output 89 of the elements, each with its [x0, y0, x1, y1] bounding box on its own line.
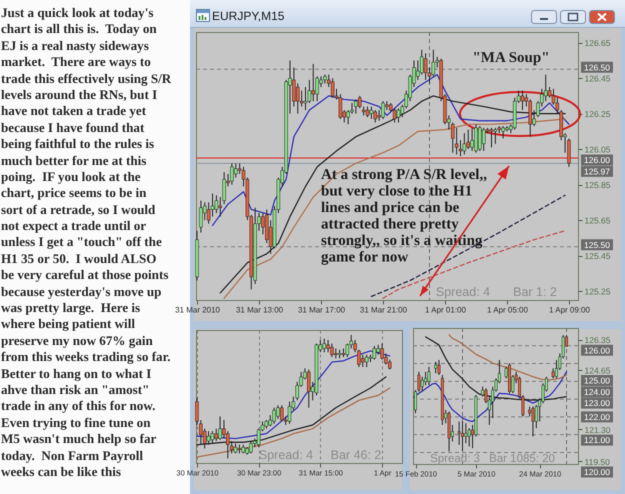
candlestick	[312, 63, 316, 102]
candlestick	[376, 344, 380, 356]
y-tick-label: 126.05	[584, 144, 611, 155]
candlestick	[427, 366, 430, 386]
candlestick	[380, 343, 384, 360]
y-tick-label: 126.35	[584, 335, 611, 346]
ref-line-label: 126.50	[584, 62, 610, 72]
ref-line-label: 121.00	[584, 435, 610, 446]
candlestick	[454, 127, 458, 155]
y-tick-label: 126.65	[584, 38, 611, 48]
candlestick	[552, 368, 555, 379]
x-tick-label: 1 Apr 05:00	[487, 306, 528, 314]
x-tick-label: 31 Mar 2010	[175, 306, 221, 314]
y-tick-label: 125.45	[584, 251, 611, 262]
candlestick	[218, 416, 222, 440]
candlestick	[392, 108, 396, 124]
candlestick	[374, 110, 377, 124]
candlestick	[334, 348, 338, 359]
candlestick	[464, 422, 468, 444]
y-tick-label: 121.30	[584, 424, 611, 435]
candlestick	[307, 368, 311, 408]
annotation: "MA Soup"	[472, 50, 550, 66]
annotation: Bar 1: 2	[513, 285, 557, 299]
candlestick	[482, 127, 486, 152]
candlestick	[370, 106, 374, 120]
candlestick	[214, 428, 218, 442]
y-tick-label: 126.25	[584, 109, 611, 120]
ref-line-label: 120.00	[584, 466, 610, 477]
ref-line-label: 122.00	[584, 412, 610, 422]
candlestick	[230, 162, 234, 186]
chart-title: EURJPY,M15	[212, 9, 284, 23]
line-series	[382, 230, 566, 299]
candlestick	[272, 407, 276, 424]
ref-line-label: 125.97	[584, 166, 610, 176]
candlestick	[396, 108, 400, 124]
ref-line-label: 125.50	[584, 240, 610, 250]
candlestick	[462, 132, 466, 155]
candlestick	[296, 82, 300, 114]
candlestick	[280, 404, 284, 422]
candlestick	[354, 98, 358, 114]
y-tick-label: 125.25	[584, 286, 611, 297]
candlestick	[330, 343, 334, 358]
candlestick	[326, 339, 330, 353]
ref-line-label: 124.00	[584, 386, 610, 397]
annotation: Spread: 4	[258, 448, 314, 462]
candlestick	[330, 78, 334, 98]
ref-line-label: 126.00	[584, 345, 610, 356]
candlestick	[501, 126, 505, 139]
annotation: Bar 46: 2	[330, 448, 382, 462]
candlestick	[372, 346, 376, 360]
candlestick	[381, 100, 385, 120]
y-tick-label: 124.65	[584, 365, 611, 376]
candlestick	[322, 338, 326, 353]
candlestick	[214, 194, 218, 214]
ref-line-label: 125.00	[584, 376, 610, 386]
ref-line-label: 123.00	[584, 398, 610, 408]
annotation: Bar 1085: 20	[489, 453, 555, 465]
candlestick	[520, 90, 524, 111]
y-tick-label: 125.85	[584, 180, 611, 190]
line-series	[448, 334, 568, 381]
candlestick	[199, 200, 203, 234]
line-series	[413, 371, 568, 422]
candlestick	[532, 406, 534, 437]
x-tick-label: 1 Apr 09:00	[549, 306, 590, 314]
y-tick-label: 126.45	[584, 74, 611, 84]
candlestick	[468, 428, 471, 447]
x-tick-label: 31 Mar 17:00	[298, 306, 346, 314]
x-tick-label: 1 Apr 01:00	[425, 306, 466, 314]
candlestick	[470, 127, 474, 152]
candlestick	[494, 127, 498, 144]
candlestick	[461, 421, 464, 452]
candlestick	[364, 354, 368, 368]
candlestick	[434, 361, 438, 374]
annotation: Spread: 3	[430, 453, 480, 465]
annotation: Spread: 4	[436, 285, 490, 299]
y-tick-label: 125.65	[584, 216, 611, 226]
text: Just a quick look at today's chart is all this is. Today on EJ is a real nasty sideways market. There are ways to trade this effectively using S/R levels around the RNs, but I have not taken a trade yet because I have found that being faithful to the rules is much better for me at this poing. IF you look at the chart, price seems to be in sort of a retrade, so I would not expect a trade until or unless I get a "touch" off the H1 35 or 50. I would ALSO be very careful at those points because yesterday's move up was pretty large. Here is where being patient will preserve my now 67% gain from this weeks trading so far. Better to hang on to what I ahve than risk an "amost" trade in any of this for now. Even trying to fine tune on M5 wasn't much help so far today. Non Farm Payroll weeks can be like this	[1, 5, 172, 479]
candlestick	[361, 354, 365, 368]
candlestick	[490, 127, 494, 148]
x-tick-label: 31 Mar 13:00	[236, 306, 284, 314]
candlestick	[424, 52, 428, 80]
candlestick	[478, 126, 482, 152]
candlestick	[474, 124, 478, 154]
y-tick-label: 119.50	[584, 456, 610, 467]
ref-line-label: 126.00	[584, 155, 610, 166]
candlestick	[366, 106, 370, 118]
x-tick-label: 31 Mar 21:00	[360, 306, 408, 314]
candlestick	[234, 162, 238, 178]
candlestick	[438, 360, 440, 376]
